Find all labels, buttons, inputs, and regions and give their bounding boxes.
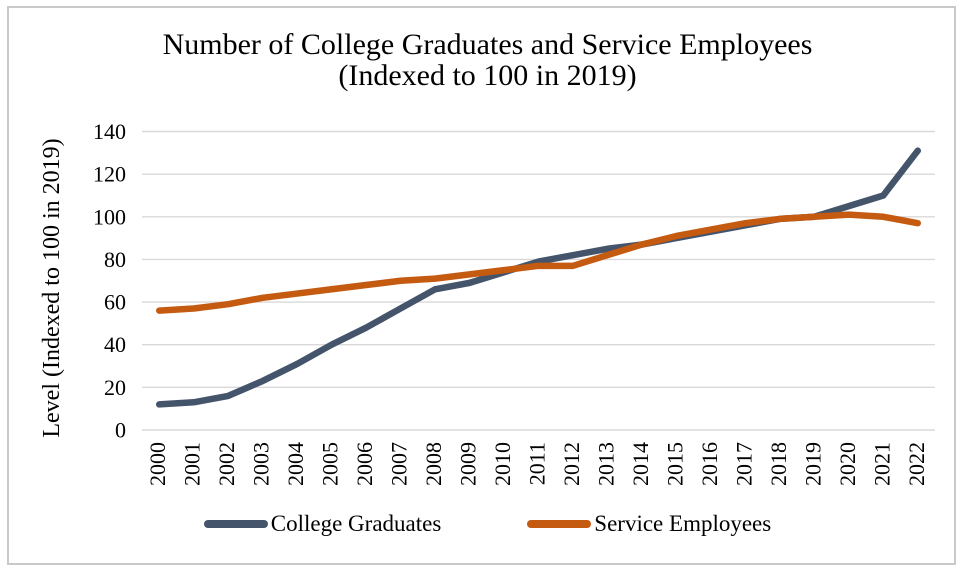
legend: College Graduates Service Employees: [0, 507, 975, 541]
x-tick-label: 2012: [559, 442, 584, 486]
x-tick-label: 2017: [731, 442, 756, 486]
y-tick-label: 60: [104, 290, 126, 315]
y-tick-label: 140: [93, 119, 126, 144]
legend-swatch-college-graduates: [203, 520, 268, 528]
x-tick-label: 2019: [800, 442, 825, 486]
x-tick-label: 2015: [662, 442, 687, 486]
x-tick-label: 2005: [318, 442, 343, 486]
x-tick-label: 2008: [421, 442, 446, 486]
x-tick-label: 2022: [904, 442, 929, 486]
x-tick-label: 2016: [697, 442, 722, 486]
x-tick-label: 2014: [628, 442, 653, 486]
y-tick-label: 100: [93, 204, 126, 229]
x-tick-label: 2009: [456, 442, 481, 486]
x-tick-label: 2018: [766, 442, 791, 486]
x-tick-label: 2000: [145, 442, 170, 486]
x-tick-label: 2020: [835, 442, 860, 486]
chart-title-line2: (Indexed to 100 in 2019): [338, 59, 637, 92]
y-tick-label: 120: [93, 162, 126, 187]
legend-item-college-graduates: College Graduates: [203, 510, 442, 538]
x-tick-label: 2011: [525, 442, 550, 485]
y-tick-label: 80: [104, 247, 126, 272]
x-tick-label: 2001: [180, 442, 205, 486]
x-tick-label: 2013: [593, 442, 618, 486]
y-tick-label: 0: [115, 418, 126, 443]
legend-label-service-employees: Service Employees: [594, 511, 772, 536]
x-tick-label: 2010: [490, 442, 515, 486]
chart-frame: [7, 6, 956, 565]
x-tick-label: 2021: [869, 442, 894, 486]
legend-item-service-employees: Service Employees: [527, 510, 771, 538]
legend-label-college-graduates: College Graduates: [270, 511, 442, 536]
x-tick-label: 2004: [283, 442, 308, 486]
series-line-college-graduates: [155, 147, 922, 408]
x-tick-label: 2003: [249, 442, 274, 486]
y-tick-label: 20: [104, 375, 126, 400]
y-tick-label: 40: [104, 332, 126, 357]
x-tick-label: 2006: [352, 442, 377, 486]
x-tick-label: 2002: [214, 442, 239, 486]
chart-title-line1: Number of College Graduates and Service …: [162, 28, 813, 61]
x-tick-label: 2007: [387, 442, 412, 486]
series-line-service-employees: [155, 211, 922, 314]
chart-title: Number of College Graduates and Service …: [0, 29, 975, 91]
legend-swatch-service-employees: [527, 520, 592, 528]
